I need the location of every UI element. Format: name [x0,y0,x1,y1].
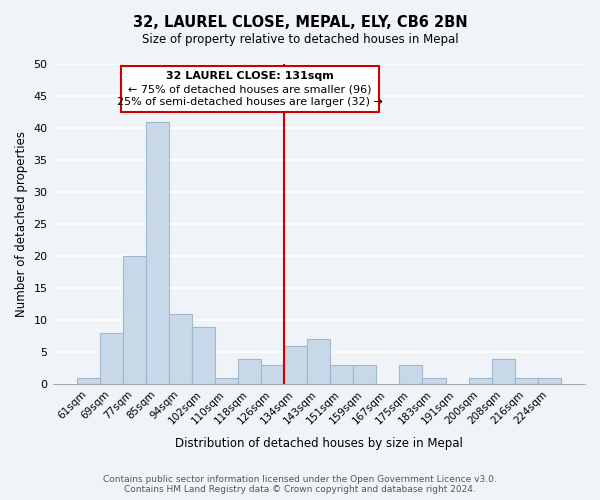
Bar [238,358,261,384]
Bar [123,256,146,384]
Text: 32, LAUREL CLOSE, MEPAL, ELY, CB6 2BN: 32, LAUREL CLOSE, MEPAL, ELY, CB6 2BN [133,15,467,30]
Bar [491,358,515,384]
Text: 25% of semi-detached houses are larger (32) →: 25% of semi-detached houses are larger (… [116,98,383,108]
Bar [422,378,446,384]
Bar [538,378,561,384]
Bar [146,122,169,384]
Bar [100,333,123,384]
Y-axis label: Number of detached properties: Number of detached properties [15,131,28,317]
Text: ← 75% of detached houses are smaller (96): ← 75% of detached houses are smaller (96… [128,84,371,94]
Bar [353,365,376,384]
Bar [515,378,538,384]
Text: Contains public sector information licensed under the Open Government Licence v3: Contains public sector information licen… [103,474,497,484]
X-axis label: Distribution of detached houses by size in Mepal: Distribution of detached houses by size … [175,437,463,450]
Text: Contains HM Land Registry data © Crown copyright and database right 2024.: Contains HM Land Registry data © Crown c… [124,484,476,494]
Bar [307,340,330,384]
Bar [215,378,238,384]
Bar [192,326,215,384]
Bar [330,365,353,384]
Bar [77,378,100,384]
Text: 32 LAUREL CLOSE: 131sqm: 32 LAUREL CLOSE: 131sqm [166,70,334,81]
Bar [261,365,284,384]
Bar [284,346,307,384]
Text: Size of property relative to detached houses in Mepal: Size of property relative to detached ho… [142,32,458,46]
Bar [169,314,192,384]
Bar [469,378,491,384]
Bar [400,365,422,384]
FancyBboxPatch shape [121,66,379,112]
